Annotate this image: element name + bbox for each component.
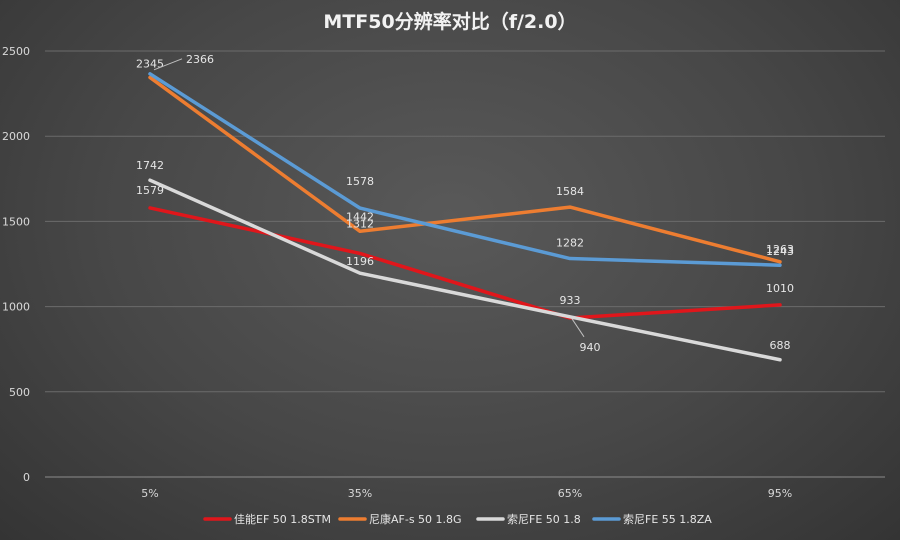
- gridlines: [45, 50, 885, 478]
- chart-title: MTF50分辨率对比（f/2.0）: [323, 10, 576, 33]
- x-tick-label: 35%: [348, 487, 372, 500]
- data-label: 940: [580, 341, 601, 354]
- y-tick-label: 0: [23, 471, 30, 484]
- y-tick-label: 1000: [2, 301, 30, 314]
- y-tick-label: 500: [9, 386, 30, 399]
- x-tick-label: 5%: [141, 487, 158, 500]
- data-label: 1442: [346, 210, 374, 223]
- data-label: 1282: [556, 237, 584, 250]
- series-lines: [148, 72, 782, 362]
- y-tick-label: 2500: [2, 45, 30, 58]
- data-label: 1312: [346, 217, 374, 230]
- data-label: 1584: [556, 185, 584, 198]
- y-tick-label: 1500: [2, 215, 30, 228]
- series-line: [148, 206, 782, 320]
- legend-entry: 索尼FE 50 1.8: [507, 512, 581, 526]
- legend-entry: 索尼FE 55 1.8ZA: [623, 512, 712, 526]
- data-label: 1742: [136, 159, 164, 172]
- data-label: 1263: [766, 243, 794, 256]
- data-label: 1243: [766, 245, 794, 258]
- series-line: [148, 178, 782, 362]
- x-tick-label: 95%: [768, 487, 792, 500]
- data-labels: 1579 1312 933 1010 2345 1442 1584 1263 1742 1196 9…: [136, 53, 794, 354]
- series-line: [148, 75, 782, 264]
- data-label: 933: [560, 294, 581, 307]
- legend-entry: 佳能EF 50 1.8STM: [234, 512, 331, 526]
- legend: 佳能EF 50 1.8STM 尼康AF-s 50 1.8G 索尼FE 50 1.8 索…: [203, 512, 712, 526]
- data-label: 2345: [136, 57, 164, 70]
- data-label: 2366: [186, 53, 214, 66]
- y-tick-label: 2000: [2, 130, 30, 143]
- label-leader-line: [571, 318, 585, 338]
- data-label: 1196: [346, 255, 374, 268]
- data-label: 1010: [766, 282, 794, 295]
- data-label: 688: [770, 339, 791, 352]
- x-axis-ticks: 5% 35% 65% 95%: [141, 487, 792, 500]
- x-tick-label: 65%: [558, 487, 582, 500]
- series-line: [148, 72, 782, 267]
- y-axis-ticks: 0 500 1000 1500 2000 2500: [2, 45, 30, 484]
- legend-entry: 尼康AF-s 50 1.8G: [369, 512, 462, 526]
- label-leader-line: [153, 58, 183, 71]
- data-label: 1578: [346, 175, 374, 188]
- data-label: 1579: [136, 184, 164, 197]
